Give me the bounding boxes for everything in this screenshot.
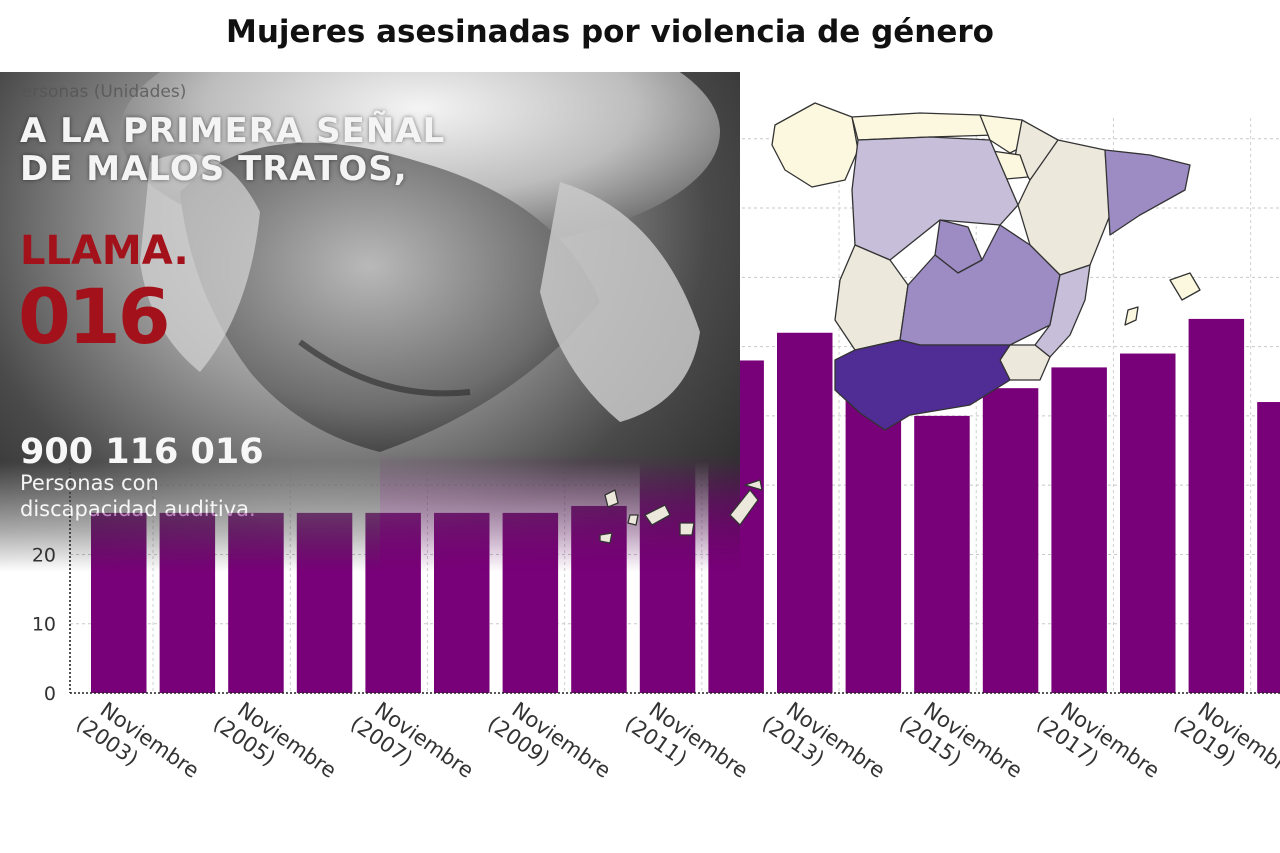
x-tick-label: Noviembre(2015) (895, 697, 1027, 782)
x-tick-label: Noviembre(2019) (1169, 697, 1280, 782)
poster-call-text: LLAMA. (20, 228, 189, 274)
bar (1257, 402, 1280, 693)
region-galicia (771, 102, 859, 188)
y-axis-title: Personas (Unidades) (12, 82, 187, 102)
x-tick-label: Noviembre(2011) (621, 697, 753, 782)
y-tick-label: 0 (44, 683, 56, 705)
x-tick-label: Noviembre(2007) (346, 697, 478, 782)
poster-sub-line-1: Personas con (20, 471, 159, 495)
bar (1188, 318, 1245, 693)
y-tick-label: 10 (32, 614, 56, 636)
region-canarias-5 (729, 489, 759, 526)
region-canarias-3 (644, 504, 671, 526)
poster-headline: A LA PRIMERA SEÑAL DE MALOS TRATOS, (20, 112, 445, 188)
x-tick-label: Noviembre(2017) (1032, 697, 1164, 782)
region-andalucia (834, 339, 1011, 431)
region-baleares-ibiza (1124, 306, 1139, 326)
poster-line-1: A LA PRIMERA SEÑAL (20, 111, 446, 151)
region-cataluna (1104, 149, 1191, 236)
poster-sub-line-2: discapacidad auditiva. (20, 497, 256, 521)
bar (982, 388, 1039, 693)
chart-title: Mujeres asesinadas por violencia de géne… (226, 14, 994, 50)
woman-photo (120, 72, 740, 572)
poster-hotline-number: 016 (18, 272, 171, 361)
bar (777, 332, 833, 693)
x-tick-label: Noviembre(2003) (72, 697, 204, 782)
region-canarias-1 (604, 489, 619, 508)
poster-phone-number: 900 116 016 (20, 432, 264, 472)
spain-map (599, 102, 1201, 544)
region-canarias-6 (744, 479, 763, 491)
x-tick-label: Noviembre(2009) (483, 697, 615, 782)
region-castilla-leon (851, 136, 1019, 261)
x-tick-label: Noviembre(2005) (209, 697, 341, 782)
bar (1120, 353, 1176, 693)
x-tick-label: Noviembre(2013) (758, 697, 890, 782)
region-baleares-mallorca (1169, 272, 1201, 301)
region-valencia (1034, 264, 1091, 358)
x-tick-labels: Noviembre(2003) Noviembre(2005) Noviembre(… (72, 697, 1280, 782)
bar (914, 415, 970, 693)
region-canarias-2 (627, 514, 639, 526)
bar (1051, 367, 1107, 693)
region-canarias-7 (599, 532, 613, 544)
campaign-poster-image: Personas (Unidades) A LA PRIMERA SEÑAL D… (0, 72, 740, 572)
bar (845, 388, 902, 693)
poster-subtitle: Personas con discapacidad auditiva. (20, 470, 256, 522)
region-canarias-4 (679, 522, 695, 536)
region-extremadura (834, 244, 909, 351)
poster-line-2: DE MALOS TRATOS, (20, 149, 408, 189)
